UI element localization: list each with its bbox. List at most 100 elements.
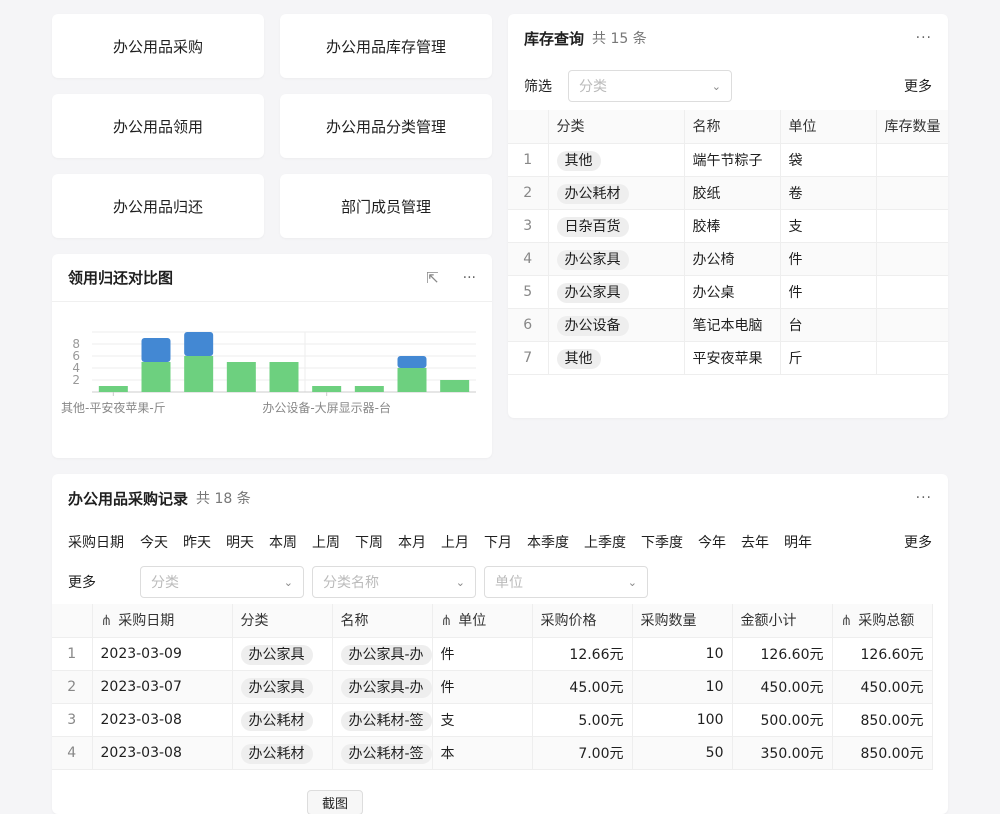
quick-filter[interactable]: 本周 bbox=[269, 535, 297, 551]
nav-requisition[interactable]: 办公用品领用 bbox=[52, 94, 264, 158]
category-cell: 办公耗材 bbox=[232, 703, 333, 737]
bar-series1-1[interactable] bbox=[141, 362, 171, 392]
quick-filter[interactable]: 上季度 bbox=[584, 535, 626, 551]
category-select[interactable]: 分类 ⌄ bbox=[140, 566, 304, 598]
tag: 办公家具-办 bbox=[340, 644, 431, 665]
inventory-card: 库存查询 共 15 条 ··· 筛选 分类 ⌄ 更多 分类 名称 单位 库存数量 1 其他… bbox=[508, 14, 948, 418]
name-cell: 办公耗材-签 bbox=[332, 703, 433, 737]
more-icon[interactable]: ··· bbox=[915, 30, 932, 46]
category-tag: 其他 bbox=[556, 348, 601, 369]
bar-series1-6[interactable] bbox=[354, 386, 384, 392]
row-index: 6 bbox=[508, 308, 549, 342]
col-header[interactable]: 分类 bbox=[232, 604, 333, 638]
bar-series1-5[interactable] bbox=[312, 386, 342, 392]
col-header[interactable]: ⋔ 采购日期 bbox=[92, 604, 233, 638]
quick-filter[interactable]: 本月 bbox=[398, 535, 426, 551]
table-row[interactable]: 5 办公家具 办公桌件 bbox=[508, 275, 948, 309]
bar-series1-2[interactable] bbox=[184, 356, 214, 392]
name-cell: 办公家具-办 bbox=[332, 637, 433, 671]
bar-series2-7[interactable] bbox=[397, 356, 427, 368]
table-row[interactable]: 1 其他 端午节粽子袋 bbox=[508, 143, 948, 177]
name-cell: 胶棒 bbox=[684, 209, 781, 243]
more-icon[interactable]: ··· bbox=[915, 490, 932, 506]
name-cell: 办公家具-办 bbox=[332, 670, 433, 704]
col-header[interactable]: 分类 bbox=[548, 110, 685, 144]
quick-filter[interactable]: 今年 bbox=[698, 535, 726, 551]
nav-inventory[interactable]: 办公用品库存管理 bbox=[280, 14, 492, 78]
cell: 12.66元 bbox=[532, 637, 633, 671]
quick-filter[interactable]: 下月 bbox=[484, 535, 512, 551]
table-row[interactable]: 4 2023-03-08 办公耗材 办公耗材-签本 7.00元 50 350.00元 850.… bbox=[52, 736, 933, 770]
chevron-down-icon: ⌄ bbox=[711, 79, 721, 93]
bottom-button[interactable]: 截图 bbox=[307, 790, 364, 814]
quick-filter[interactable]: 今天 bbox=[140, 535, 168, 551]
placeholder: 分类 bbox=[151, 575, 179, 591]
col-header[interactable]: ⋔ 单位 bbox=[432, 604, 533, 638]
bar-series1-0[interactable] bbox=[98, 386, 128, 392]
external-link-icon[interactable]: ⇱ bbox=[426, 268, 439, 287]
bar-series1-4[interactable] bbox=[269, 362, 299, 392]
table-row[interactable]: 3 2023-03-08 办公耗材 办公耗材-签支 5.00元 100 500.00元 850… bbox=[52, 703, 933, 737]
category-name-select[interactable]: 分类名称 ⌄ bbox=[312, 566, 476, 598]
quick-filter[interactable]: 上月 bbox=[441, 535, 469, 551]
tag: 办公家具 bbox=[240, 644, 313, 665]
purchase-table: ⋔ 采购日期 分类 名称 ⋔ 单位 采购价格 采购数量 金额小计 ⋔ 采购总额 1 2023-03-0… bbox=[52, 604, 933, 770]
table-row[interactable]: 2 2023-03-07 办公家具 办公家具-办件 45.00元 10 450.00元 450… bbox=[52, 670, 933, 704]
nav-category[interactable]: 办公用品分类管理 bbox=[280, 94, 492, 158]
stock-cell bbox=[876, 176, 948, 210]
quick-filter[interactable]: 下周 bbox=[355, 535, 383, 551]
quick-filter[interactable]: 上周 bbox=[312, 535, 340, 551]
row-index: 2 bbox=[508, 176, 549, 210]
col-header[interactable]: 单位 bbox=[780, 110, 877, 144]
col-header[interactable]: 名称 bbox=[332, 604, 433, 638]
cell: 126.60元 bbox=[832, 637, 933, 671]
name-cell: 端午节粽子 bbox=[684, 143, 781, 177]
cell: 5.00元 bbox=[532, 703, 633, 737]
row-index: 3 bbox=[508, 209, 549, 243]
unit-select[interactable]: 单位 ⌄ bbox=[484, 566, 648, 598]
placeholder: 单位 bbox=[495, 575, 523, 591]
stock-cell bbox=[876, 308, 948, 342]
table-row[interactable]: 1 2023-03-09 办公家具 办公家具-办件 12.66元 10 126.60元 126… bbox=[52, 637, 933, 671]
more-button[interactable]: 更多 bbox=[904, 535, 932, 551]
purchase-title: 办公用品采购记录 bbox=[68, 489, 189, 508]
nav-members[interactable]: 部门成员管理 bbox=[280, 174, 492, 238]
bar-series1-3[interactable] bbox=[226, 362, 256, 392]
col-header[interactable]: 库存数量 bbox=[876, 110, 948, 144]
table-row[interactable]: 3 日杂百货 胶棒支 bbox=[508, 209, 948, 243]
bar-series1-7[interactable] bbox=[397, 368, 427, 392]
table-row[interactable]: 4 办公家具 办公椅件 bbox=[508, 242, 948, 276]
col-header[interactable]: 金额小计 bbox=[732, 604, 833, 638]
table-row[interactable]: 7 其他 平安夜苹果斤 bbox=[508, 341, 948, 375]
nav-purchase[interactable]: 办公用品采购 bbox=[52, 14, 264, 78]
quick-filter[interactable]: 昨天 bbox=[183, 535, 211, 551]
table-row[interactable]: 6 办公设备 笔记本电脑台 bbox=[508, 308, 948, 342]
row-index: 5 bbox=[508, 275, 549, 309]
filter-label: 筛选 bbox=[524, 79, 552, 95]
nav-return[interactable]: 办公用品归还 bbox=[52, 174, 264, 238]
quick-filter[interactable]: 下季度 bbox=[641, 535, 683, 551]
col-header[interactable]: ⋔ 采购总额 bbox=[832, 604, 933, 638]
col-header[interactable]: 采购数量 bbox=[632, 604, 733, 638]
quick-filter[interactable]: 明年 bbox=[784, 535, 812, 551]
table-row[interactable]: 2 办公耗材 胶纸卷 bbox=[508, 176, 948, 210]
more-button[interactable]: 更多 bbox=[904, 79, 932, 95]
quick-filter[interactable]: 去年 bbox=[741, 535, 769, 551]
unit-cell: 台 bbox=[780, 308, 877, 342]
col-header[interactable]: 采购价格 bbox=[532, 604, 633, 638]
name-cell: 办公耗材-签 bbox=[332, 736, 433, 770]
chart-title: 领用归还对比图 bbox=[68, 269, 174, 287]
cell: 本 bbox=[432, 736, 533, 770]
quick-filter[interactable]: 本季度 bbox=[527, 535, 569, 551]
bar-series1-8[interactable] bbox=[440, 380, 470, 392]
bar-series2-1[interactable] bbox=[141, 338, 171, 362]
quick-filter[interactable]: 明天 bbox=[226, 535, 254, 551]
name-cell: 办公椅 bbox=[684, 242, 781, 276]
bar-series2-2[interactable] bbox=[184, 332, 214, 356]
category-select[interactable]: 分类 ⌄ bbox=[568, 70, 732, 102]
more-icon[interactable]: ··· bbox=[462, 269, 476, 286]
stock-cell bbox=[876, 275, 948, 309]
col-header[interactable]: 名称 bbox=[684, 110, 781, 144]
chart-card: 领用归还对比图 ⇱ ··· 2 4 6 8 其他-平安夜苹果-斤 办公设备-大屏显示器-台 bbox=[52, 254, 492, 458]
category-cell: 其他 bbox=[548, 341, 685, 375]
